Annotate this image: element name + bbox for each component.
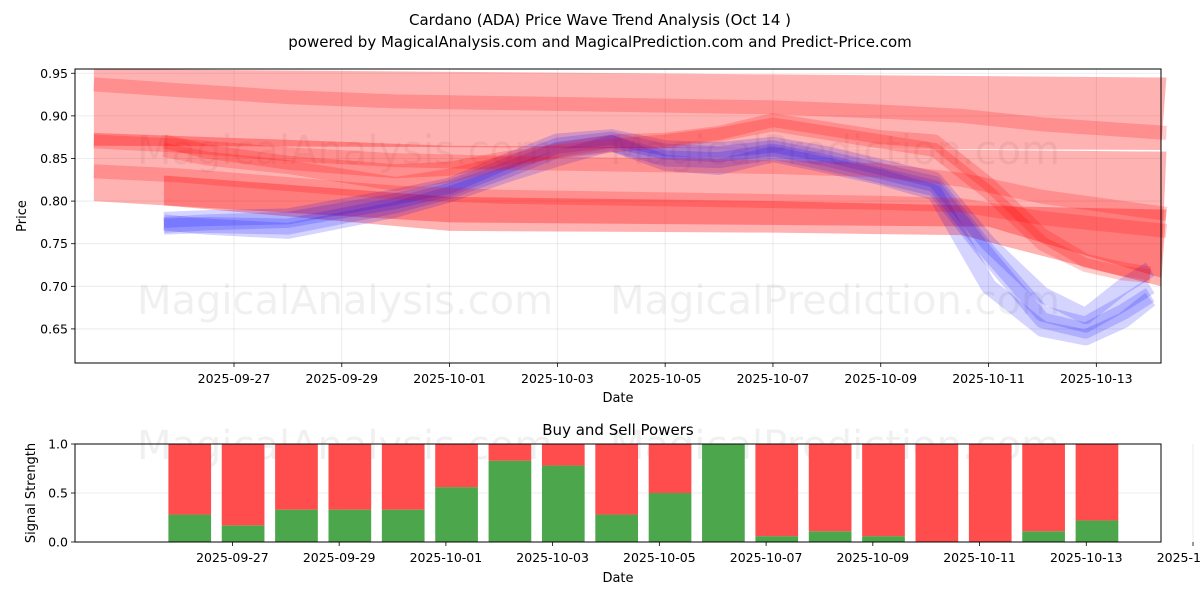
x-tick-label: 2025-10-15 [1157,550,1200,565]
bottom-bars [168,444,1119,542]
x-tick-label: 2025-09-29 [303,550,376,565]
x-tick-label: 2025-09-29 [305,371,378,386]
sell-bar [862,444,905,537]
sell-bar [1022,444,1065,532]
sell-bar [328,444,372,510]
x-tick-label: 2025-10-13 [1050,550,1123,565]
buy-bar [541,465,585,542]
trend-3-line [93,164,1168,238]
x-tick-label: 2025-10-03 [521,371,594,386]
trend-4-line [162,113,1152,281]
bottom-x-label: Date [602,571,633,586]
y-tick-label: 0.0 [48,535,68,550]
buy-bar [862,536,905,542]
y-tick-label: 0.85 [40,151,68,166]
buy-bar [702,444,745,542]
trend-2-line [93,134,1168,221]
sell-bar [435,444,478,488]
buy-bar [595,514,639,542]
top-watermarks: MagicalAnalysis.com MagicalPrediction.com… [137,128,1060,324]
bottom-y-label: Signal Strength [24,443,39,543]
price-wave-3-line [163,129,1155,325]
sell-bar [1075,444,1119,521]
sell-bar [595,444,639,515]
x-tick-label: 2025-09-27 [196,550,269,565]
x-tick-label: 2025-10-09 [844,371,917,386]
x-tick-label: 2025-10-13 [1060,371,1133,386]
sell-bar [381,444,425,510]
buy-bar [755,536,799,542]
band-lower [163,175,1167,287]
sell-bar [275,444,318,510]
x-tick-label: 2025-10-07 [730,550,803,565]
top-plot-frame [74,68,1162,364]
bottom-x-ticks: 2025-09-27 2025-09-29 2025-10-01 2025-10-03… [196,542,1200,565]
price-wave-chart: MagicalAnalysis.com MagicalPrediction.com… [15,66,1168,406]
watermark-text: MagicalPrediction.com [610,278,1060,324]
band-upper [93,69,1167,150]
x-tick-label: 2025-10-01 [410,550,483,565]
top-bands [93,69,1167,287]
x-tick-label: 2025-10-09 [836,550,909,565]
x-tick-label: 2025-10-01 [413,371,486,386]
y-tick-label: 0.75 [40,236,68,251]
trend-5-line [162,117,1151,284]
x-tick-label: 2025-10-03 [516,550,589,565]
sell-bar [168,444,212,515]
x-tick-label: 2025-09-27 [198,371,271,386]
buy-bar [1022,531,1065,542]
buy-bar [435,487,478,542]
buy-bar [381,509,425,542]
watermark-text: MagicalAnalysis.com [137,128,553,174]
y-tick-label: 0.95 [40,66,68,81]
buy-bar [648,493,692,542]
top-y-label: Price [15,200,30,232]
buy-sell-chart: Buy and Sell Powers MagicalAnalysis.comM… [24,421,1200,586]
x-tick-label: 2025-10-05 [629,371,702,386]
sell-bar [488,444,532,461]
top-x-ticks: 2025-09-27 2025-09-29 2025-10-01 2025-10-03… [198,363,1133,386]
chart-subtitle: powered by MagicalAnalysis.com and Magic… [288,33,912,51]
y-tick-label: 1.0 [48,437,68,452]
buy-bar [328,509,372,542]
x-tick-label: 2025-10-11 [943,550,1016,565]
sell-bar [808,444,852,532]
y-tick-label: 0.5 [48,486,68,501]
watermark-text: MagicalPrediction.com [610,128,1060,174]
chart-title: Cardano (ADA) Price Wave Trend Analysis … [409,11,791,29]
x-tick-label: 2025-10-05 [623,550,696,565]
sell-bar [755,444,799,537]
buy-bar [1075,520,1119,542]
y-tick-label: 0.80 [40,194,68,209]
buy-bar [808,531,852,542]
top-grid [75,69,1161,363]
buy-bar [275,509,318,542]
price-wave-2-line [163,135,1155,339]
sell-bar [648,444,692,493]
x-tick-label: 2025-10-11 [952,371,1025,386]
sell-bar [541,444,585,466]
top-series [93,77,1168,346]
bottom-y-ticks: 0.0 0.5 1.0 [48,437,75,550]
sell-bar [915,444,959,542]
bottom-chart-title: Buy and Sell Powers [542,421,694,439]
sell-bar [968,444,1012,542]
band-middle [93,132,1167,278]
trend-1-line [93,77,1167,140]
y-tick-label: 0.70 [40,279,68,294]
buy-bar [221,525,265,542]
buy-bar [168,514,212,542]
watermark-text: MagicalAnalysis.com [137,278,553,324]
top-x-label: Date [602,391,633,406]
y-tick-label: 0.90 [40,108,68,123]
x-tick-label: 2025-10-07 [737,371,810,386]
sell-bar [221,444,265,526]
y-tick-label: 0.65 [40,321,68,336]
buy-bar [488,460,532,542]
top-y-ticks: 0.65 0.70 0.75 0.80 0.85 0.90 0.95 [40,66,75,336]
price-wave-4-line [163,135,1156,346]
price-wave-1-line [163,131,1155,333]
